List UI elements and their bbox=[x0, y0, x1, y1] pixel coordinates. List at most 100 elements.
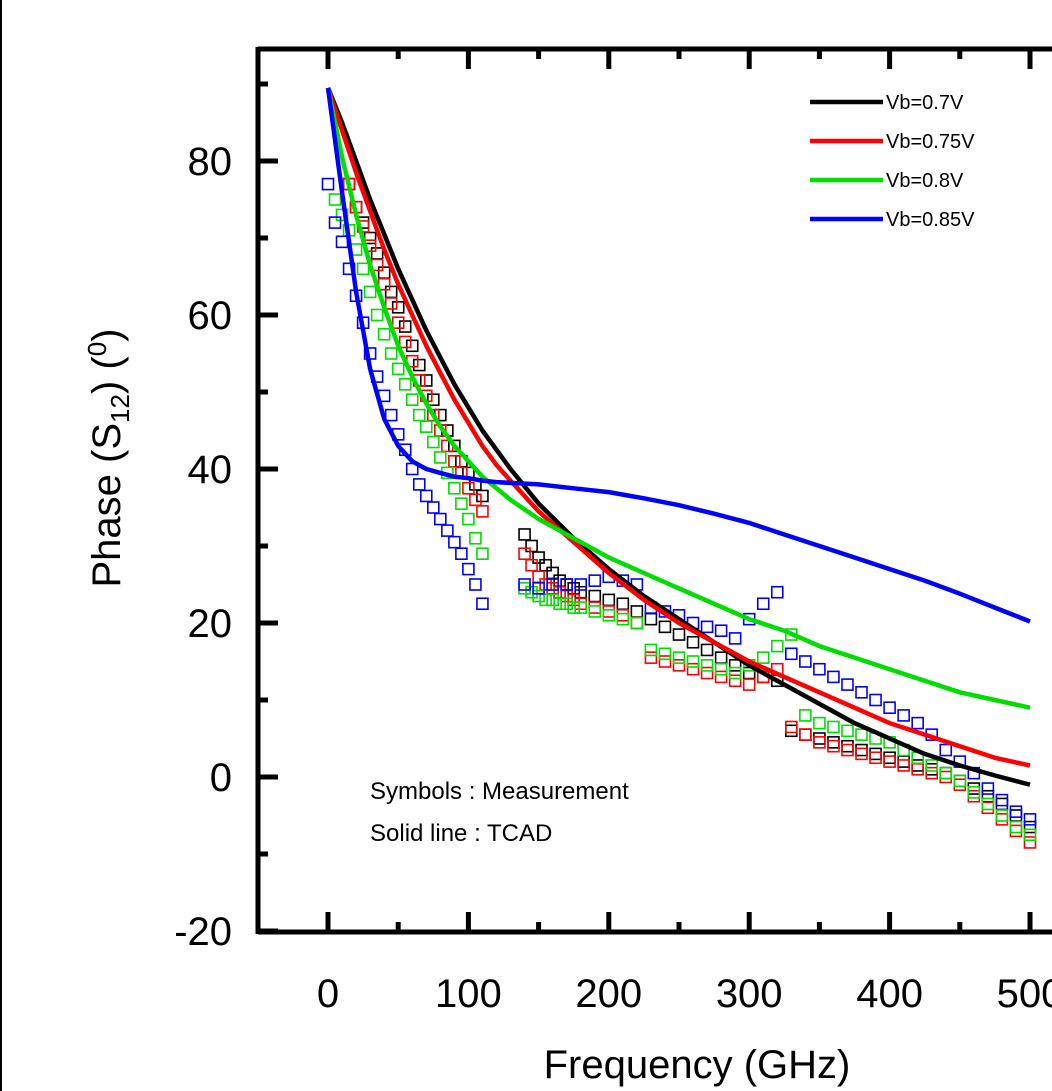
measurement-point-4 bbox=[588, 574, 602, 587]
measurement-point-3 bbox=[539, 593, 552, 607]
measurement-point-3 bbox=[448, 481, 461, 495]
measurement-point-2 bbox=[546, 582, 559, 595]
measurement-point-4 bbox=[981, 782, 995, 795]
measurement-point-4 bbox=[1023, 813, 1037, 826]
measurement-point-4 bbox=[700, 620, 714, 634]
measurement-point-3 bbox=[953, 774, 967, 788]
y-tick-label: 0 bbox=[210, 756, 232, 800]
measurement-point-3 bbox=[391, 362, 405, 376]
measurement-point-3 bbox=[412, 408, 426, 422]
measurement-point-3 bbox=[574, 601, 588, 614]
measurement-point-2 bbox=[384, 297, 398, 310]
measurement-point-4 bbox=[335, 235, 349, 249]
measurement-point-1 bbox=[869, 747, 882, 761]
measurement-point-1 bbox=[728, 659, 742, 672]
measurement-point-1 bbox=[448, 439, 461, 453]
measurement-point-3 bbox=[756, 651, 770, 664]
measurement-point-2 bbox=[714, 670, 728, 684]
measurement-point-1 bbox=[939, 766, 953, 780]
measurement-point-2 bbox=[939, 770, 953, 784]
measurement-point-2 bbox=[518, 547, 531, 561]
measurement-point-1 bbox=[616, 597, 630, 611]
measurement-point-2 bbox=[883, 755, 896, 768]
measurement-point-3 bbox=[644, 643, 658, 657]
measurement-point-4 bbox=[426, 501, 440, 514]
tcad-line-4 bbox=[325, 87, 1031, 624]
measurement-point-4 bbox=[1009, 805, 1023, 818]
measurement-point-1 bbox=[525, 539, 538, 553]
x-tick-label: 300 bbox=[716, 972, 783, 1016]
measurement-point-3 bbox=[1023, 828, 1037, 842]
measurement-point-2 bbox=[911, 762, 924, 776]
measurement-point-3 bbox=[426, 435, 440, 449]
x-tick-label: 0 bbox=[317, 972, 339, 1016]
measurement-point-2 bbox=[462, 481, 475, 495]
measurement-point-3 bbox=[553, 597, 566, 611]
measurement-point-2 bbox=[616, 608, 630, 622]
measurement-point-1 bbox=[1023, 820, 1037, 834]
measurement-point-1 bbox=[630, 605, 644, 618]
measurement-point-3 bbox=[827, 720, 840, 734]
measurement-point-4 bbox=[939, 743, 953, 757]
measurement-point-2 bbox=[841, 743, 854, 757]
measurement-point-3 bbox=[939, 766, 953, 780]
measurement-point-1 bbox=[567, 582, 581, 595]
measurement-point-2 bbox=[658, 655, 672, 668]
x-tick-label: 100 bbox=[435, 972, 502, 1016]
measurement-point-4 bbox=[756, 597, 770, 611]
measurement-point-4 bbox=[434, 512, 447, 526]
measurement-point-3 bbox=[728, 666, 742, 680]
x-axis-title: Frequency (GHz) bbox=[544, 1043, 851, 1087]
measurement-point-2 bbox=[567, 593, 581, 607]
measurement-point-4 bbox=[412, 478, 426, 491]
measurement-point-3 bbox=[567, 601, 581, 614]
measurement-point-2 bbox=[742, 678, 756, 691]
measurement-point-3 bbox=[398, 377, 412, 391]
measurement-point-3 bbox=[925, 759, 939, 772]
measurement-point-3 bbox=[518, 582, 531, 595]
tcad-line-3 bbox=[325, 87, 1031, 710]
measurement-point-3 bbox=[377, 327, 391, 341]
measurement-point-2 bbox=[574, 597, 588, 611]
measurement-point-3 bbox=[841, 724, 854, 738]
measurement-point-1 bbox=[560, 578, 573, 591]
measurement-point-4 bbox=[799, 655, 812, 668]
measurement-point-1 bbox=[799, 728, 812, 741]
measurement-point-1 bbox=[925, 762, 939, 776]
measurement-point-2 bbox=[925, 766, 939, 780]
measurement-point-2 bbox=[426, 408, 440, 422]
measurement-point-2 bbox=[897, 759, 910, 772]
measurement-point-2 bbox=[476, 505, 489, 518]
measurement-point-1 bbox=[588, 589, 602, 603]
measurement-point-4 bbox=[441, 524, 454, 537]
tcad-line-1 bbox=[325, 87, 1031, 787]
measurement-point-1 bbox=[426, 393, 440, 407]
measurement-point-4 bbox=[328, 216, 342, 229]
measurement-point-2 bbox=[1009, 824, 1023, 838]
measurement-point-3 bbox=[616, 612, 630, 626]
annotation-solid-line: Solid line : TCAD bbox=[370, 820, 552, 847]
measurement-point-4 bbox=[518, 578, 531, 591]
measurement-point-3 bbox=[532, 589, 545, 603]
measurement-point-1 bbox=[911, 759, 924, 772]
legend-label-4: Vb=0.85V bbox=[886, 209, 975, 231]
measurement-point-1 bbox=[700, 643, 714, 657]
measurement-point-1 bbox=[841, 739, 854, 753]
measurement-point-4 bbox=[574, 578, 588, 591]
legend: Vb=0.7V Vb=0.75V Vb=0.8V Vb=0.85V bbox=[810, 92, 975, 231]
measurement-point-3 bbox=[560, 597, 573, 611]
measurement-point-2 bbox=[630, 616, 644, 630]
measurement-point-2 bbox=[700, 666, 714, 680]
measurement-point-3 bbox=[462, 512, 475, 526]
measurement-point-1 bbox=[419, 374, 433, 387]
legend-label-2: Vb=0.75V bbox=[886, 131, 975, 153]
measurement-point-2 bbox=[799, 728, 812, 741]
measurement-point-3 bbox=[419, 420, 433, 433]
y-axis-title-mid: ) ( bbox=[85, 356, 129, 394]
measurement-point-3 bbox=[356, 262, 370, 276]
y-tick-label: 60 bbox=[188, 294, 233, 338]
measurement-point-1 bbox=[981, 789, 995, 803]
measurement-point-2 bbox=[602, 605, 616, 618]
y-axis-title-prefix: Phase (S bbox=[85, 423, 129, 588]
legend-label-1: Vb=0.7V bbox=[886, 92, 964, 114]
